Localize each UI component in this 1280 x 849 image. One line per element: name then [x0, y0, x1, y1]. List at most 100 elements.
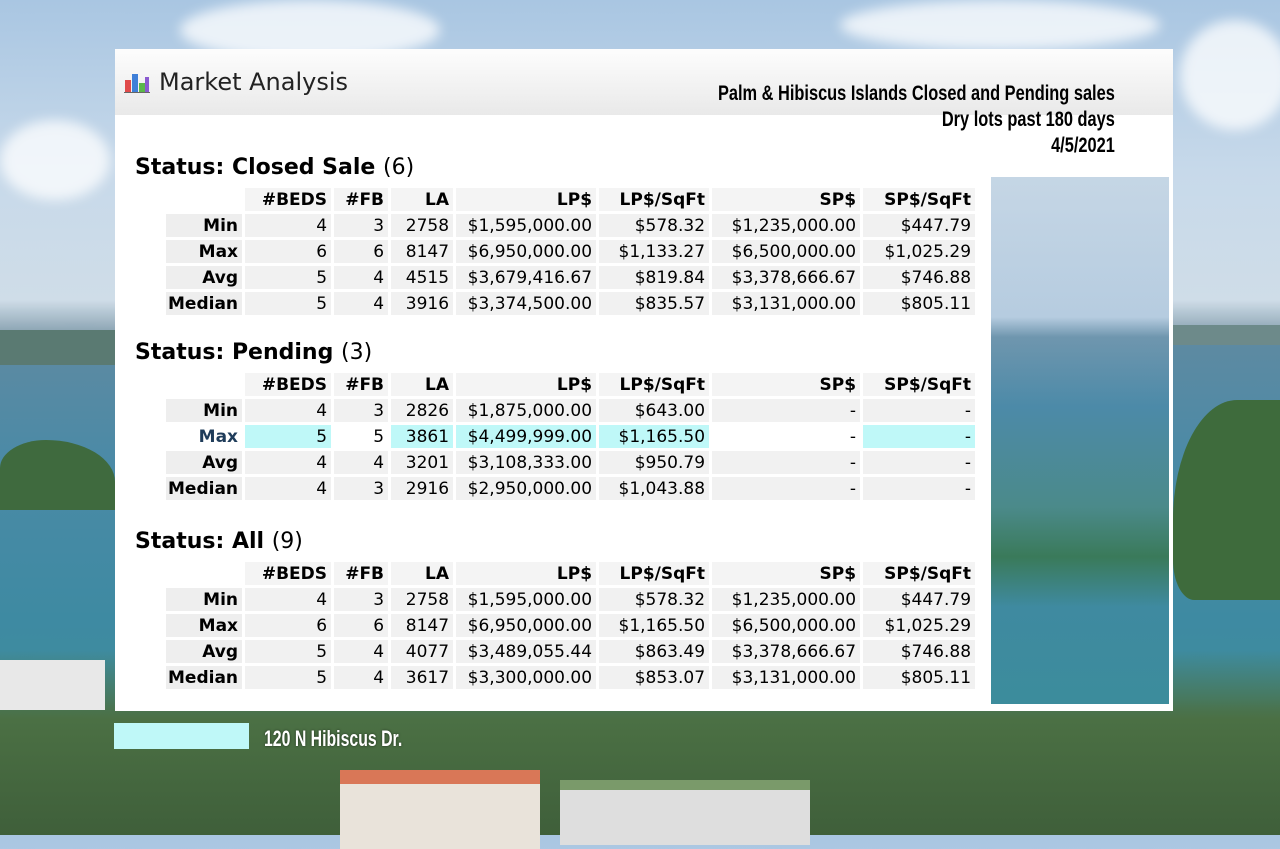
table-cell: 5: [245, 640, 332, 663]
background-house: [340, 770, 540, 849]
row-label: Max: [166, 614, 243, 637]
column-header: #BEDS: [245, 373, 332, 396]
table-cell: $863.49: [599, 640, 710, 663]
table-cell: $1,133.27: [599, 240, 710, 263]
background-house: [560, 780, 810, 845]
table-cell: $3,489,055.44: [456, 640, 597, 663]
column-header: #BEDS: [245, 562, 332, 585]
column-header: LA: [391, 562, 454, 585]
table-cell: $3,374,500.00: [456, 292, 597, 315]
table-cell: $819.84: [599, 266, 710, 289]
table-row: Median 5 4 3916 $3,374,500.00 $835.57 $3…: [166, 292, 976, 315]
column-header: LP$: [456, 562, 597, 585]
column-header: LP$: [456, 188, 597, 211]
table-cell: $805.11: [863, 292, 976, 315]
table-cell: 3916: [391, 292, 454, 315]
table-cell: $2,950,000.00: [456, 477, 597, 500]
table-cell: $1,165.50: [599, 614, 710, 637]
background-cloud: [1180, 20, 1280, 130]
table-row: Median 5 4 3617 $3,300,000.00 $853.07 $3…: [166, 666, 976, 689]
table-cell: 2758: [391, 588, 454, 611]
table-cell: $3,679,416.67: [456, 266, 597, 289]
bar-chart-icon: [124, 74, 150, 93]
table-cell: $6,950,000.00: [456, 240, 597, 263]
table-cell: $3,108,333.00: [456, 451, 597, 474]
table-cell: 3: [334, 399, 389, 422]
row-label: Median: [166, 477, 243, 500]
table-cell: 5: [245, 666, 332, 689]
row-label: Avg: [166, 640, 243, 663]
row-label: Min: [166, 399, 243, 422]
table-row: Min 4 3 2758 $1,595,000.00 $578.32 $1,23…: [166, 588, 976, 611]
table-cell: 5: [334, 425, 389, 448]
table-cell: $1,025.29: [863, 240, 976, 263]
table-row: Min 4 3 2758 $1,595,000.00 $578.32 $1,23…: [166, 214, 976, 237]
column-header: SP$/SqFt: [863, 562, 976, 585]
column-header: LP$/SqFt: [599, 188, 710, 211]
table-cell: 8147: [391, 614, 454, 637]
row-label: Max: [166, 425, 243, 448]
column-header: #FB: [334, 373, 389, 396]
report-title: Palm & Hibiscus Islands Closed and Pendi…: [718, 81, 1115, 159]
table-cell: 4: [334, 266, 389, 289]
table-row: Min 4 3 2826 $1,875,000.00 $643.00 - -: [166, 399, 976, 422]
row-label: Min: [166, 214, 243, 237]
table-cell: 4: [334, 292, 389, 315]
table-cell-highlighted: $1,165.50: [599, 425, 710, 448]
table-cell: -: [712, 399, 861, 422]
background-island: [1173, 400, 1280, 600]
table-cell: $447.79: [863, 588, 976, 611]
table-cell: $1,595,000.00: [456, 214, 597, 237]
table-cell: $3,378,666.67: [712, 266, 861, 289]
header-blank: [166, 373, 242, 396]
table-cell: 3: [334, 214, 389, 237]
table-cell: 4077: [391, 640, 454, 663]
table-cell: $805.11: [863, 666, 976, 689]
table-cell: 5: [245, 292, 332, 315]
table-cell: $3,300,000.00: [456, 666, 597, 689]
table-cell: 6: [245, 240, 332, 263]
table-cell-highlighted: 3861: [391, 425, 454, 448]
table-cell: 2916: [391, 477, 454, 500]
table-row: Avg 5 4 4515 $3,679,416.67 $819.84 $3,37…: [166, 266, 976, 289]
section-title-all: Status: All (9): [135, 529, 303, 554]
table-cell: $835.57: [599, 292, 710, 315]
table-row: Median 4 3 2916 $2,950,000.00 $1,043.88 …: [166, 477, 976, 500]
table-cell: 4: [245, 477, 332, 500]
table-cell: 4: [245, 214, 332, 237]
table-cell: 6: [334, 240, 389, 263]
legend-swatch: [114, 723, 249, 749]
background-house: [0, 660, 105, 710]
row-label: Min: [166, 588, 243, 611]
column-header: SP$: [712, 373, 861, 396]
table-cell: -: [712, 425, 861, 448]
section-label: Status: Closed Sale: [135, 155, 376, 180]
stats-table-closed: #BEDS #FB LA LP$ LP$/SqFt SP$ SP$/SqFt M…: [163, 185, 978, 318]
table-row: Avg 4 4 3201 $3,108,333.00 $950.79 - -: [166, 451, 976, 474]
background-cloud: [0, 120, 110, 200]
background-shore: [1173, 325, 1280, 345]
table-cell: 3617: [391, 666, 454, 689]
column-header: #BEDS: [245, 188, 332, 211]
row-label: Median: [166, 292, 243, 315]
table-cell: 2826: [391, 399, 454, 422]
table-cell: -: [863, 477, 976, 500]
table-cell: $447.79: [863, 214, 976, 237]
header-blank: [166, 562, 242, 585]
panel-header: Market Analysis: [115, 49, 1173, 115]
table-row: Max 6 6 8147 $6,950,000.00 $1,133.27 $6,…: [166, 240, 976, 263]
table-cell: 4: [245, 451, 332, 474]
row-label: Avg: [166, 266, 243, 289]
table-cell: 3: [334, 588, 389, 611]
background-shore: [0, 330, 115, 365]
table-cell-highlighted: 5: [245, 425, 332, 448]
table-cell: $746.88: [863, 640, 976, 663]
table-cell: $6,950,000.00: [456, 614, 597, 637]
table-cell-highlighted: -: [863, 425, 976, 448]
table-cell: 4: [245, 588, 332, 611]
column-header: SP$: [712, 188, 861, 211]
table-header-row: #BEDS #FB LA LP$ LP$/SqFt SP$ SP$/SqFt: [166, 562, 976, 585]
table-cell: 6: [334, 614, 389, 637]
header-blank: [166, 188, 242, 211]
column-header: LA: [391, 188, 454, 211]
